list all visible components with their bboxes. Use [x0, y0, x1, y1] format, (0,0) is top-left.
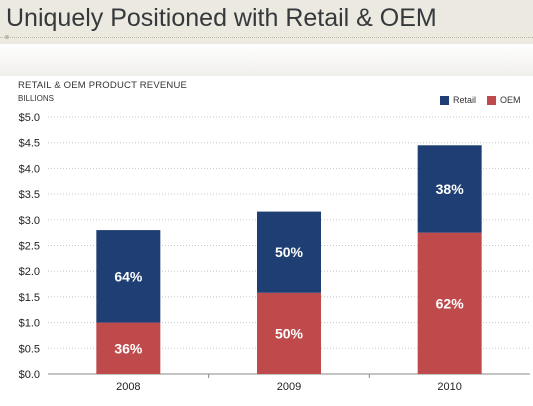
y-tick-label: $0.0 [19, 369, 40, 381]
data-label: 50% [275, 244, 304, 260]
y-tick-label: $4.0 [19, 163, 40, 175]
data-label: 38% [436, 181, 465, 197]
y-tick-label: $1.0 [19, 318, 40, 330]
bar-segment-retail-2008 [96, 230, 161, 323]
data-label: 64% [114, 268, 143, 284]
header-divider [0, 37, 533, 38]
y-tick-label: $4.5 [19, 138, 40, 150]
legend-label-oem: OEM [500, 95, 521, 105]
legend-swatch-oem [487, 95, 496, 105]
legend-item-retail: Retail [440, 95, 476, 105]
y-tick-label: $5.0 [19, 112, 40, 124]
data-label: 36% [114, 340, 143, 356]
bar-segment-retail-2010 [417, 145, 482, 233]
data-label: 50% [275, 325, 304, 341]
divider-dot [5, 35, 9, 39]
legend-swatch-retail [440, 95, 449, 105]
bar-segment-oem-2008 [96, 322, 161, 374]
bar-segment-oem-2010 [417, 232, 482, 374]
y-tick-label: $2.0 [19, 266, 40, 278]
bar-segment-oem-2009 [257, 292, 321, 374]
x-tick-label: 2009 [277, 381, 301, 393]
y-tick-label: $0.5 [19, 343, 40, 355]
slide-title: Uniquely Positioned with Retail & OEM [6, 4, 437, 32]
slide-header [0, 0, 533, 44]
y-tick-label: $3.5 [19, 189, 40, 201]
y-tick-label: $2.5 [19, 241, 40, 253]
y-tick-label: $1.5 [19, 292, 40, 304]
legend-item-oem: OEM [487, 95, 521, 105]
legend-label-retail: Retail [453, 95, 477, 105]
chart-subtitle: BILLIONS [18, 94, 55, 103]
header-band [0, 44, 533, 76]
y-tick-label: $3.0 [19, 215, 40, 227]
bar-segment-retail-2009 [257, 211, 321, 293]
data-label: 62% [436, 295, 465, 311]
x-tick-label: 2008 [116, 381, 140, 393]
x-tick-label: 2010 [437, 381, 461, 393]
chart-title: RETAIL & OEM PRODUCT REVENUE [18, 80, 188, 91]
